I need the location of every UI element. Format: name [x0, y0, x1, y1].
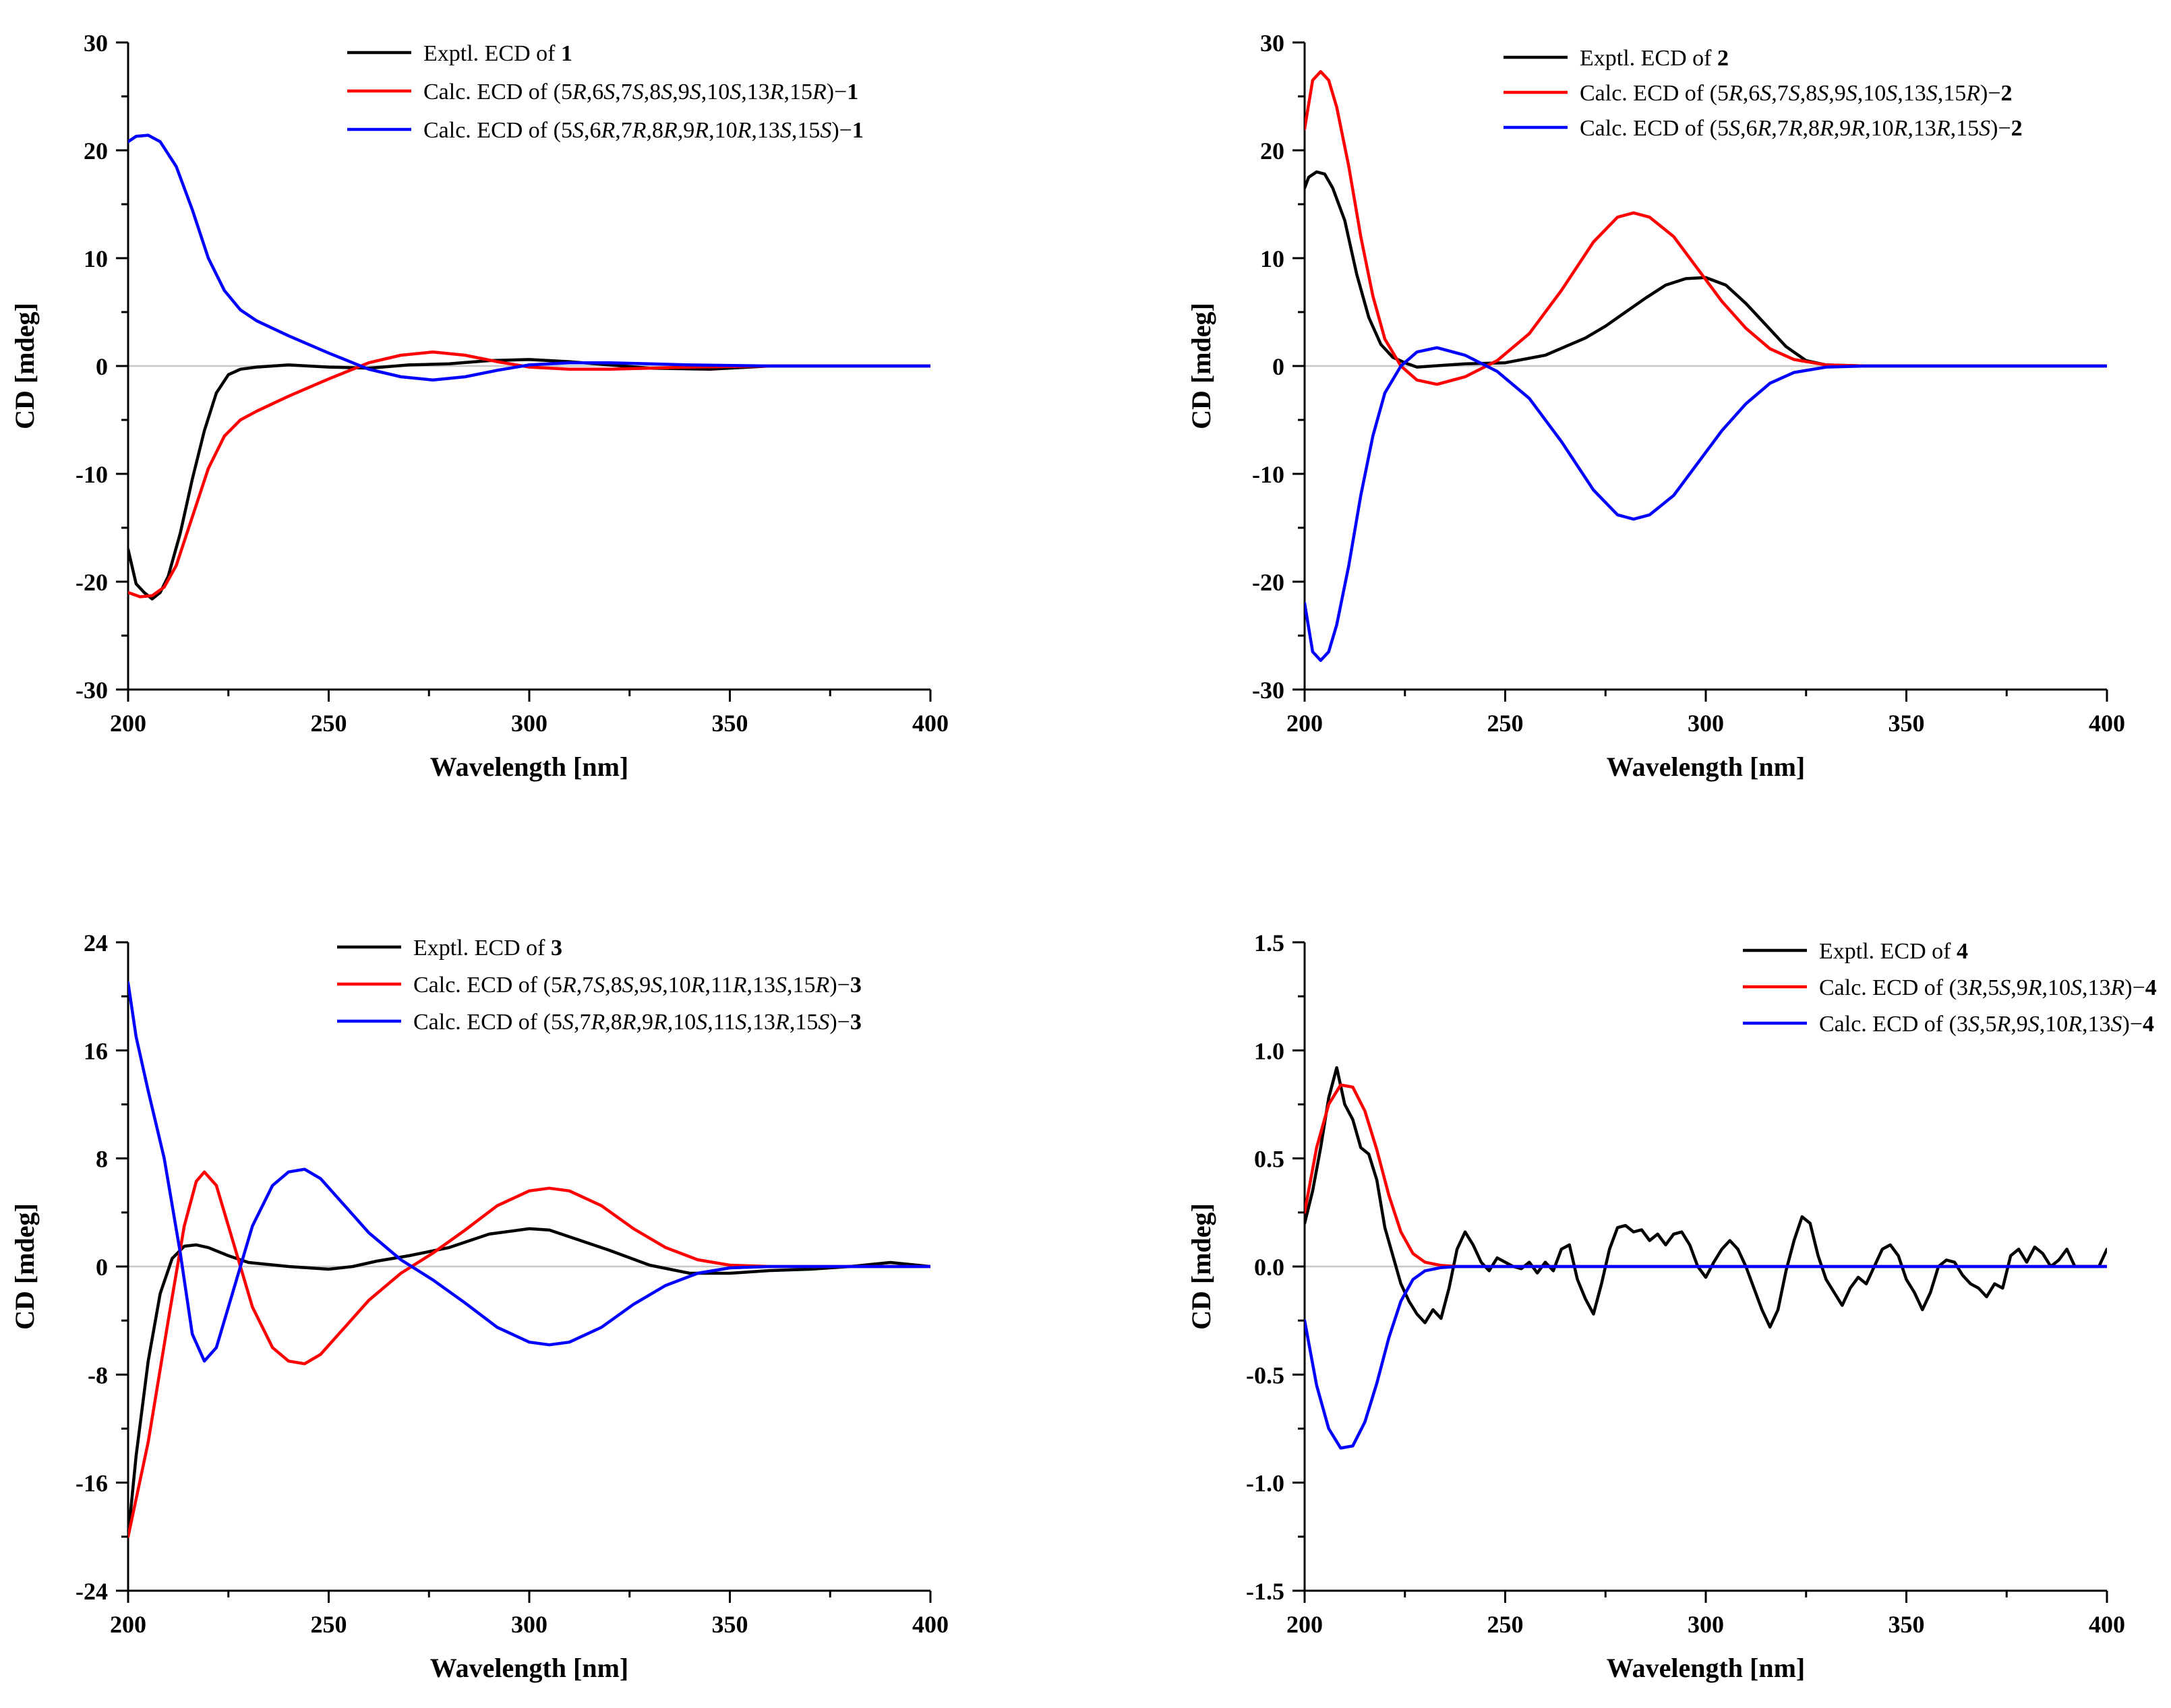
- y-tick-label: -20: [1252, 569, 1284, 596]
- y-tick-label: 10: [1260, 245, 1284, 272]
- y-tick-label: 10: [84, 245, 108, 272]
- x-tick-label: 200: [110, 1611, 146, 1638]
- y-tick-label: -16: [76, 1470, 108, 1497]
- x-tick-label: 350: [712, 1611, 748, 1638]
- y-tick-label: -0.5: [1246, 1362, 1284, 1389]
- x-tick-label: 200: [1286, 710, 1323, 737]
- legend-entry: Exptl. ECD of 1: [423, 41, 572, 66]
- y-tick-label: -10: [1252, 461, 1284, 488]
- series-line-2: [128, 1170, 930, 1539]
- series-line-2: [128, 350, 930, 599]
- legend-entry: Calc. ECD of (5R,6S,7S,8S,9S,10S,13R,15R…: [423, 80, 858, 104]
- y-tick-label: -30: [1252, 677, 1284, 704]
- y-tick-label: 30: [84, 30, 108, 57]
- x-tick-label: 250: [1487, 710, 1524, 737]
- x-axis-title: Wavelength [nm]: [1607, 1653, 1805, 1683]
- y-tick-label: 8: [96, 1146, 108, 1173]
- y-tick-label: 0: [1272, 353, 1284, 380]
- legend: Exptl. ECD of 4 Calc. ECD of (3R,5S,9R,10…: [1743, 939, 2157, 1037]
- y-tick-label: 16: [84, 1037, 108, 1064]
- x-tick-label: 350: [712, 710, 748, 737]
- x-tick-label: 400: [912, 1611, 949, 1638]
- x-tick-label: 250: [1487, 1611, 1524, 1638]
- x-tick-label: 250: [311, 710, 347, 737]
- y-tick-label: 1.5: [1254, 929, 1284, 956]
- x-tick-label: 300: [1688, 1611, 1724, 1638]
- y-tick-label: 0.5: [1254, 1146, 1284, 1173]
- y-tick-label: 0: [96, 1254, 108, 1281]
- series-line-3: [1305, 1264, 2107, 1450]
- x-tick-label: 300: [511, 1611, 547, 1638]
- legend-entry: Calc. ECD of (5R,6S,7S,8S,9S,10S,13S,15R…: [1580, 81, 2013, 106]
- legend-entry: Exptl. ECD of 4: [1819, 939, 1968, 964]
- y-tick-label: -30: [76, 677, 108, 704]
- legend-entry: Calc. ECD of (3S,5R,9S,10R,13S)−4: [1819, 1012, 2154, 1037]
- legend: Exptl. ECD of 1 Calc. ECD of (5R,6S,7S,8S…: [347, 41, 864, 143]
- legend-entry: Exptl. ECD of 2: [1580, 46, 1729, 71]
- x-axis-title: Wavelength [nm]: [1607, 752, 1805, 782]
- chart-panel-2: 200 250 300 350 400 -30 -20 -10 0 10 20 30 Wavelengt…: [1186, 30, 2125, 782]
- x-axis-title: Wavelength [nm]: [430, 1653, 628, 1683]
- legend: Exptl. ECD of 2 Calc. ECD of (5R,6S,7S,8S…: [1504, 46, 2023, 141]
- y-tick-label: 0: [96, 353, 108, 380]
- series-line-1: [128, 358, 930, 601]
- y-tick-label: -10: [76, 461, 108, 488]
- chart-panel-1: 200 250 300 350 400 -30 -20 -10 0 10 20 30 Wavelengt…: [9, 30, 949, 782]
- series-line-1: [128, 1227, 930, 1539]
- y-tick-label: 20: [84, 138, 108, 164]
- series-line-3: [128, 981, 930, 1363]
- x-tick-label: 250: [311, 1611, 347, 1638]
- legend: Exptl. ECD of 3 Calc. ECD of (5R,7S,8S,9S…: [337, 936, 862, 1035]
- y-tick-label: 30: [1260, 30, 1284, 57]
- y-axis-title: CD [mdeg]: [1186, 303, 1216, 429]
- legend-entry: Calc. ECD of (5S,6R,7R,8R,9R,10R,13R,15S…: [1580, 116, 2023, 141]
- legend-entry: Calc. ECD of (5S,6R,7R,8R,9R,10R,13S,15S…: [423, 118, 864, 143]
- series-line-1: [1305, 170, 2107, 369]
- y-tick-label: -24: [76, 1578, 108, 1605]
- series-line-2: [1305, 69, 2107, 386]
- x-tick-label: 350: [1889, 1611, 1925, 1638]
- y-tick-label: -8: [88, 1362, 108, 1389]
- y-tick-label: 20: [1260, 138, 1284, 164]
- y-axis-title: CD [mdeg]: [1186, 1203, 1216, 1330]
- x-tick-label: 300: [1688, 710, 1724, 737]
- x-tick-label: 400: [2089, 710, 2125, 737]
- legend-entry: Calc. ECD of (5S,7R,8R,9R,10S,11S,13R,15…: [413, 1010, 862, 1035]
- series-line-2: [1305, 1083, 2107, 1269]
- x-axis-title: Wavelength [nm]: [430, 752, 628, 782]
- x-tick-label: 300: [511, 710, 547, 737]
- x-tick-label: 200: [1286, 1611, 1323, 1638]
- y-tick-label: -1.0: [1246, 1470, 1284, 1497]
- x-tick-label: 400: [912, 710, 949, 737]
- y-axis-title: CD [mdeg]: [9, 1203, 40, 1330]
- y-tick-label: 0.0: [1254, 1254, 1284, 1281]
- y-tick-label: 1.0: [1254, 1037, 1284, 1064]
- series-line-3: [128, 133, 930, 382]
- y-axis-title: CD [mdeg]: [9, 303, 40, 429]
- x-tick-label: 200: [110, 710, 146, 737]
- x-tick-label: 350: [1889, 710, 1925, 737]
- series-line-3: [1305, 346, 2107, 663]
- legend-entry: Calc. ECD of (3R,5S,9R,10S,13R)−4: [1819, 975, 2157, 1000]
- x-tick-label: 400: [2089, 1611, 2125, 1638]
- y-tick-label: -20: [76, 569, 108, 596]
- chart-panel-3: 200 250 300 350 400 -24 -16 -8 0 8 16 24 Wavelength …: [9, 929, 949, 1683]
- legend-entry: Exptl. ECD of 3: [413, 936, 562, 960]
- chart-panel-4: 200 250 300 350 400 -1.5 -1.0 -0.5 0.0 0.5 1.0 1.5 W…: [1186, 929, 2157, 1683]
- series-line-1: [1305, 1066, 2107, 1329]
- y-tick-label: 24: [84, 929, 108, 956]
- legend-entry: Calc. ECD of (5R,7S,8S,9S,10R,11R,13S,15…: [413, 973, 862, 998]
- y-tick-label: -1.5: [1246, 1578, 1284, 1605]
